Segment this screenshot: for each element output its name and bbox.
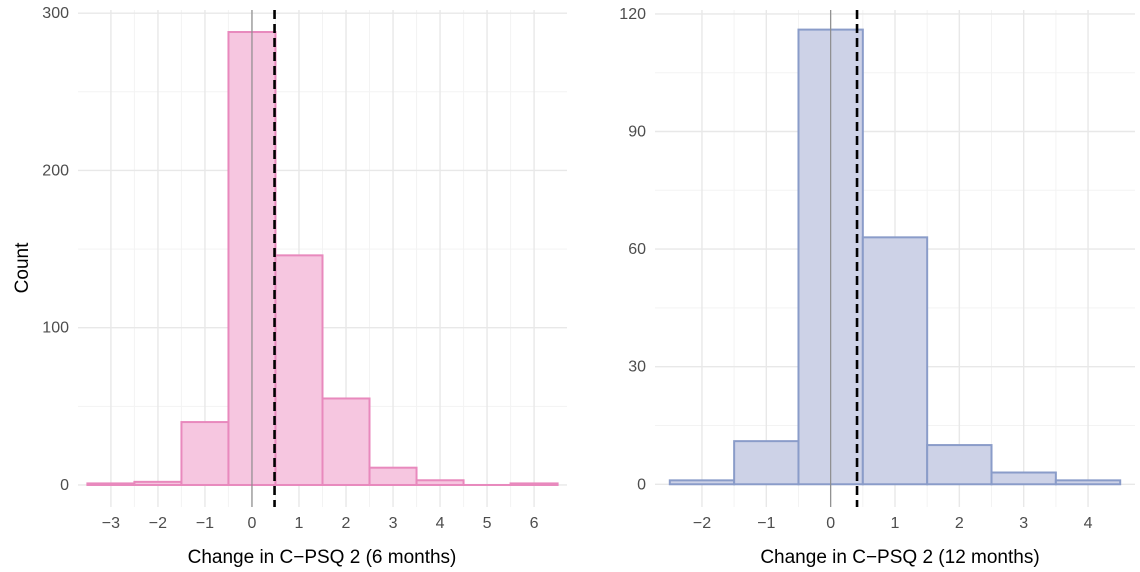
histogram-bar-4 bbox=[1054, 479, 1122, 486]
histogram-bar-3 bbox=[990, 471, 1057, 486]
y-tick-label: 60 bbox=[628, 241, 646, 258]
histogram-bar-6 bbox=[509, 482, 559, 486]
x-tick-label: 1 bbox=[891, 515, 900, 532]
y-tick-label: 0 bbox=[60, 477, 69, 494]
histogram-bar-neg3 bbox=[86, 482, 136, 486]
y-tick-label: 90 bbox=[628, 124, 646, 141]
x-tick-label: −2 bbox=[693, 515, 711, 532]
histogram-bar-neg2 bbox=[668, 479, 736, 486]
x-tick-label: −3 bbox=[102, 515, 120, 532]
y-tick-label: 200 bbox=[42, 162, 69, 179]
histogram-bar-1 bbox=[861, 236, 929, 486]
histogram-bar-1 bbox=[274, 254, 324, 486]
x-tick-label: 3 bbox=[389, 515, 398, 532]
histogram-bar-neg1 bbox=[733, 440, 800, 486]
y-tick-label: 120 bbox=[619, 6, 646, 23]
histogram-bar-3 bbox=[368, 466, 418, 486]
x-axis-title-6-months: Change in C−PSQ 2 (6 months) bbox=[188, 547, 457, 568]
y-tick-label: 300 bbox=[42, 5, 69, 22]
x-tick-label: −1 bbox=[196, 515, 214, 532]
histogram-panel-12-months: −2 −1 0 1 2 3 4 0 30 60 90 120 bbox=[619, 6, 1135, 532]
x-axis-title-12-months: Change in C−PSQ 2 (12 months) bbox=[760, 547, 1039, 568]
y-tick-label: 0 bbox=[637, 476, 646, 493]
x-tick-label: 2 bbox=[955, 515, 964, 532]
histogram-bar-neg2 bbox=[133, 480, 183, 486]
x-tick-label: 0 bbox=[826, 515, 835, 532]
x-tick-label: −2 bbox=[149, 515, 167, 532]
histogram-bar-2 bbox=[321, 397, 371, 486]
y-tick-label: 30 bbox=[628, 359, 646, 376]
x-tick-label: 5 bbox=[483, 515, 492, 532]
histogram-bar-2 bbox=[926, 444, 993, 486]
x-tick-label: 2 bbox=[342, 515, 351, 532]
y-tick-label: 100 bbox=[42, 320, 69, 337]
histogram-panel-6-months: −3 −2 −1 0 1 2 3 4 5 6 0 100 200 300 bbox=[42, 5, 567, 532]
x-tick-label: 3 bbox=[1019, 515, 1028, 532]
x-tick-label: 6 bbox=[530, 515, 539, 532]
x-tick-label: 1 bbox=[295, 515, 304, 532]
histogram-bar-4 bbox=[415, 479, 465, 486]
x-tick-label: 0 bbox=[248, 515, 257, 532]
histogram-bar-neg1 bbox=[180, 421, 230, 486]
x-tick-label: 4 bbox=[436, 515, 445, 532]
x-tick-label: 4 bbox=[1084, 515, 1093, 532]
y-axis-title-6-months: Count bbox=[12, 242, 33, 293]
x-tick-label: −1 bbox=[757, 515, 775, 532]
